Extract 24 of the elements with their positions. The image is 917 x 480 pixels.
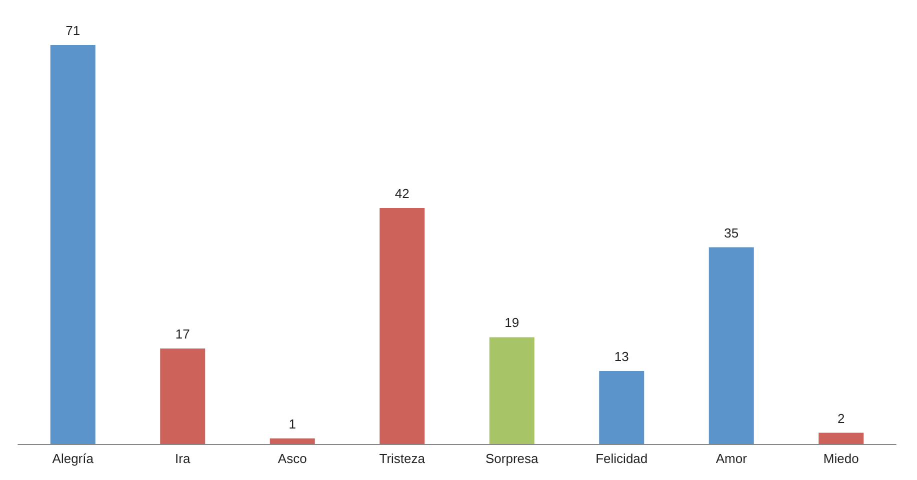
data-label: 17 bbox=[175, 326, 190, 342]
data-label: 42 bbox=[394, 186, 410, 201]
x-tick-label: Sorpresa bbox=[486, 451, 540, 466]
data-label: 19 bbox=[504, 315, 520, 330]
data-label: 71 bbox=[66, 23, 80, 38]
x-tick-label: Miedo bbox=[823, 451, 859, 466]
bar bbox=[489, 337, 534, 444]
bar bbox=[818, 432, 864, 444]
bar bbox=[708, 247, 754, 444]
bar bbox=[599, 370, 644, 444]
bar bbox=[160, 348, 206, 444]
data-label: 35 bbox=[724, 225, 739, 240]
bar bbox=[380, 208, 425, 444]
bar bbox=[50, 45, 96, 444]
x-tick-label: Felicidad bbox=[596, 451, 648, 466]
bar bbox=[270, 438, 315, 444]
data-label: 1 bbox=[288, 416, 296, 432]
x-tick-label: Tristeza bbox=[379, 451, 426, 466]
data-label: 13 bbox=[614, 348, 629, 364]
x-tick-label: Ira bbox=[175, 451, 191, 466]
x-tick-label: Alegría bbox=[52, 451, 94, 466]
x-tick-label: Asco bbox=[278, 451, 307, 466]
x-tick-label: Amor bbox=[716, 451, 748, 466]
data-label: 2 bbox=[838, 410, 845, 426]
